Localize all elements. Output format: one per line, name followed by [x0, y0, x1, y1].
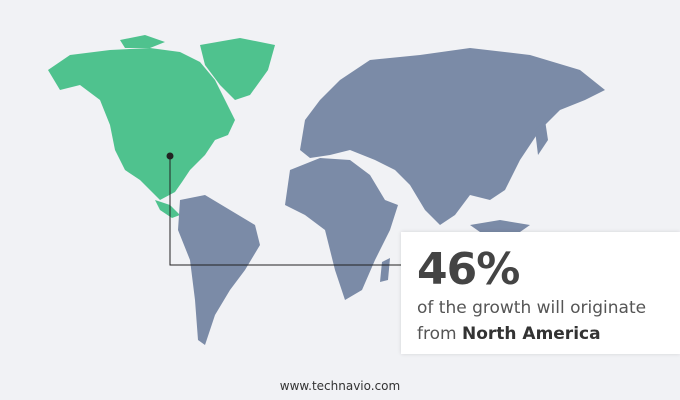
leader-line	[166, 152, 410, 266]
location-dot	[166, 152, 174, 160]
north-america	[48, 35, 275, 218]
south-america	[178, 195, 260, 345]
from-label: from	[417, 324, 457, 344]
callout-text-line1: of the growth will originate	[417, 298, 647, 318]
region-label: North America	[461, 324, 601, 344]
growth-percent: 46%	[417, 244, 520, 295]
japan	[535, 120, 548, 155]
madagascar	[380, 258, 390, 282]
southeast-asia-islands	[470, 220, 530, 232]
callout-text-line2: from North America	[417, 324, 601, 344]
website-footer: www.technavio.com	[279, 379, 401, 393]
stat-callout: 46% of the growth will originate from No…	[401, 232, 680, 354]
europe-asia	[300, 48, 605, 225]
